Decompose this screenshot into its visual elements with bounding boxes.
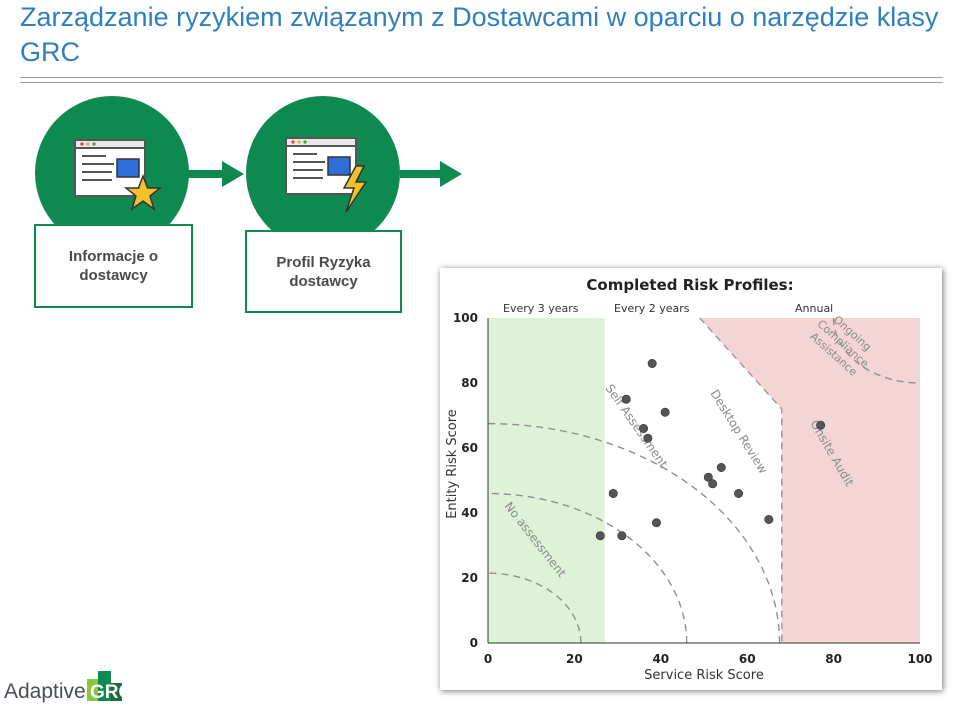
data-point	[621, 394, 631, 404]
data-point	[647, 359, 657, 369]
zone-label-group: Self Assessment	[603, 382, 671, 471]
step-label-supplier-info: Informacje o dostawcy	[34, 224, 193, 308]
y-tick-label: 0	[470, 636, 478, 650]
data-point	[716, 463, 726, 473]
zone-annual	[699, 318, 920, 643]
slide-title: Zarządzanie ryzykiem związanym z Dostawc…	[20, 2, 939, 67]
y-tick-label: 20	[461, 571, 478, 585]
x-tick-label: 0	[484, 652, 492, 666]
data-point	[639, 424, 649, 434]
data-point	[764, 515, 774, 525]
browser-lightning-icon	[285, 137, 368, 213]
data-point	[708, 479, 718, 489]
zone-label-group: Desktop Review	[707, 387, 770, 476]
boundary-ongoing-compliance	[832, 317, 921, 384]
arrow-right-icon	[188, 161, 244, 187]
chart-boundaries	[487, 317, 921, 644]
y-tick-label: 60	[461, 441, 478, 455]
chart-canvas: 0 20 40 60 80 100 0 20 40 60 80 100 Completed Risk …	[445, 276, 933, 683]
x-tick-label: 20	[566, 652, 583, 666]
x-tick-label: 100	[907, 652, 932, 666]
x-tick-label: 60	[739, 652, 756, 666]
risk-profile-chart: 0 20 40 60 80 100 0 20 40 60 80 100 Completed Risk …	[440, 268, 942, 690]
data-point	[816, 420, 826, 430]
y-tick-label: 40	[461, 506, 478, 520]
y-axis-label: Entity Risk Score	[445, 409, 460, 519]
frequency-label: Every 3 years	[503, 302, 579, 315]
data-point	[617, 531, 627, 541]
browser-star-icon	[74, 139, 163, 211]
chart-axes: 0 20 40 60 80 100 0 20 40 60 80 100	[453, 311, 933, 666]
adaptivegrc-logo: Adaptive GRC	[4, 671, 133, 703]
data-point	[703, 472, 713, 482]
data-point	[660, 407, 670, 417]
y-tick-label: 100	[453, 311, 478, 325]
logo-text-adaptive: Adaptive	[4, 680, 86, 703]
data-point	[643, 433, 653, 443]
frequency-label: Every 2 years	[614, 302, 690, 315]
chart-points	[595, 359, 826, 541]
data-point	[734, 489, 744, 499]
x-tick-label: 80	[825, 652, 842, 666]
x-axis-label: Service Risk Score	[644, 668, 764, 683]
title-divider	[20, 77, 943, 83]
boundary-self-assessment	[487, 492, 688, 644]
data-point	[651, 518, 661, 528]
chart-zones	[488, 318, 920, 643]
zone-label: Desktop Review	[707, 387, 770, 476]
boundary-annual	[699, 317, 783, 643]
data-point	[595, 531, 605, 541]
data-point	[608, 489, 618, 499]
chart-title: Completed Risk Profiles:	[586, 276, 793, 294]
zone-every-3-years	[488, 318, 605, 643]
y-tick-label: 80	[461, 376, 478, 390]
logo-text-grc: GRC	[90, 682, 133, 703]
x-tick-label: 40	[652, 652, 669, 666]
boundary-no-assessment	[487, 572, 582, 644]
frequency-label: Annual	[795, 302, 833, 315]
arrow-right-icon	[400, 161, 462, 187]
zone-label: Self Assessment	[603, 382, 671, 471]
step-label-risk-profile: Profil Ryzyka dostawcy	[245, 230, 402, 313]
boundary-desktop-review	[487, 422, 781, 644]
